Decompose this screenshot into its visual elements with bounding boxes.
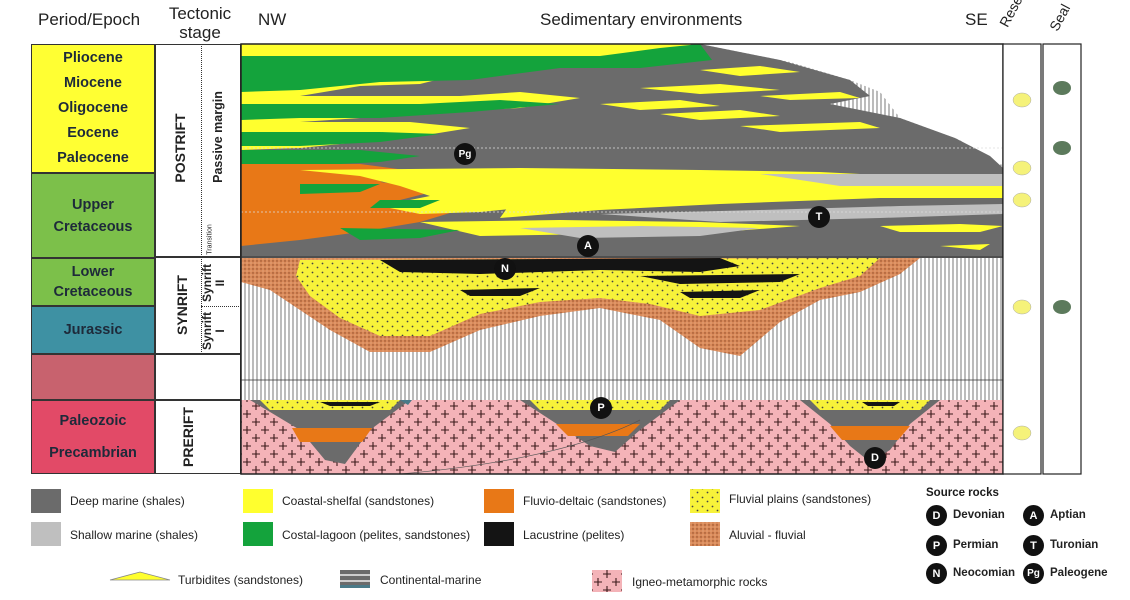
source-devonian-icon: D — [926, 505, 947, 526]
legend-lacustrine-swatch — [484, 522, 514, 546]
fluvio-deltaic-wedge — [241, 164, 460, 246]
legend-aluvial-fluvial-swatch — [690, 522, 720, 546]
period-tertiary: Pliocene Miocene Oligocene Eocene Paleocene — [31, 44, 155, 173]
period-label: Lower — [71, 264, 115, 280]
source-neocomian-icon: N — [926, 563, 947, 584]
legend-continental-marine-label: Continental-marine — [380, 573, 482, 587]
period-label: Paleozoic — [59, 413, 127, 429]
period-label: Precambrian — [49, 445, 137, 461]
period-label: Miocene — [63, 75, 122, 91]
marker-d: D — [864, 447, 886, 469]
legend-fluvial-plains-label: Fluvial plains (sandstones) — [729, 492, 872, 506]
source-devonian-label: Devonian — [953, 509, 1005, 521]
reservoir-oval-3 — [1012, 192, 1032, 208]
postrift-box — [155, 44, 241, 257]
legend-fluvio-deltaic-swatch — [484, 489, 514, 513]
source-permian-label: Permian — [953, 539, 999, 551]
seal-oval-3 — [1053, 300, 1071, 314]
source-turonian-icon: T — [1023, 535, 1044, 556]
legend-igneo-swatch — [592, 570, 622, 592]
legend-shallow-marine-label: Shallow marine (shales) — [70, 528, 199, 542]
prerift-box — [155, 400, 241, 474]
seal-oval-1 — [1053, 81, 1071, 95]
legend-deep-marine-swatch — [31, 489, 61, 513]
period-unnamed — [31, 354, 155, 400]
legend-fluvio-deltaic-label: Fluvio-deltaic (sandstones) — [523, 494, 667, 508]
legend-deep-marine-label: Deep marine (shales) — [70, 494, 185, 508]
legend-shallow-marine-swatch — [31, 522, 61, 546]
reservoir-oval-2 — [1012, 160, 1032, 176]
legend-lacustrine-label: Lacustrine (pelites) — [523, 528, 625, 542]
marker-a: A — [577, 235, 599, 257]
se-header: SE — [965, 10, 988, 29]
synrift-sub-divider — [201, 306, 241, 307]
reservoir-column — [1002, 43, 1042, 475]
legend-continental-marine-swatch — [340, 570, 370, 588]
period-jurassic: Jurassic — [31, 306, 155, 354]
source-permian-icon: P — [926, 535, 947, 556]
period-label: Paleocene — [57, 150, 129, 166]
marker-pg: Pg — [454, 143, 476, 165]
seal-oval-2 — [1053, 141, 1071, 155]
period-label: Upper — [72, 196, 114, 213]
reservoir-oval-4 — [1012, 299, 1032, 315]
marker-n: N — [494, 258, 516, 280]
tectonic-stage-header: Tectonic stage — [168, 4, 232, 42]
period-label: Cretaceous — [53, 284, 133, 300]
legend-costal-lagoon-swatch — [243, 522, 273, 546]
marker-t: T — [808, 206, 830, 228]
empty-stage-box — [155, 354, 241, 400]
source-paleogene-icon: Pg — [1023, 563, 1044, 584]
legend-igneo-label: Igneo-metamorphic rocks — [632, 575, 768, 589]
period-lower-cretaceous: Lower Cretaceous — [31, 258, 155, 306]
period-label: Oligocene — [57, 100, 129, 116]
source-turonian-label: Turonian — [1050, 539, 1099, 551]
period-epoch-header: Period/Epoch — [38, 10, 141, 29]
synrift-divider — [201, 257, 202, 354]
source-paleogene-label: Paleogene — [1050, 567, 1108, 579]
source-aptian-label: Aptian — [1050, 509, 1086, 521]
period-label: Pliocene — [63, 50, 123, 66]
seal-column — [1042, 43, 1082, 475]
lacustrine-lens-1 — [380, 258, 740, 274]
nw-header: NW — [258, 10, 287, 29]
period-paleozoic: Paleozoic Precambrian — [31, 400, 155, 474]
legend-aluvial-fluvial-label: Aluvial - fluvial — [729, 528, 806, 542]
legend-coastal-shelfal-swatch — [243, 489, 273, 513]
source-neocomian-label: Neocomian — [953, 567, 1015, 579]
legend-turbidites-label: Turbidites (sandstones) — [178, 573, 303, 587]
legend-fluvial-plains-swatch — [690, 489, 720, 513]
period-label: Eocene — [67, 125, 119, 141]
legend-coastal-shelfal-label: Coastal-shelfal (sandstones) — [282, 494, 435, 508]
reservoir-oval-1 — [1012, 92, 1032, 108]
marker-p: P — [590, 397, 612, 419]
legend-costal-lagoon-label: Costal-lagoon (pelites, sandstones) — [282, 528, 471, 542]
sedimentary-environments-header: Sedimentary environments — [540, 10, 743, 29]
period-label: Jurassic — [63, 321, 123, 338]
source-rocks-title: Source rocks — [926, 487, 999, 499]
legend-turbidites-swatch — [109, 571, 171, 581]
reservoir-oval-5 — [1012, 425, 1032, 441]
period-label: Cretaceous — [53, 218, 133, 235]
period-upper-cretaceous: Upper Cretaceous — [31, 173, 155, 258]
source-aptian-icon: A — [1023, 505, 1044, 526]
postrift-divider — [201, 44, 202, 257]
